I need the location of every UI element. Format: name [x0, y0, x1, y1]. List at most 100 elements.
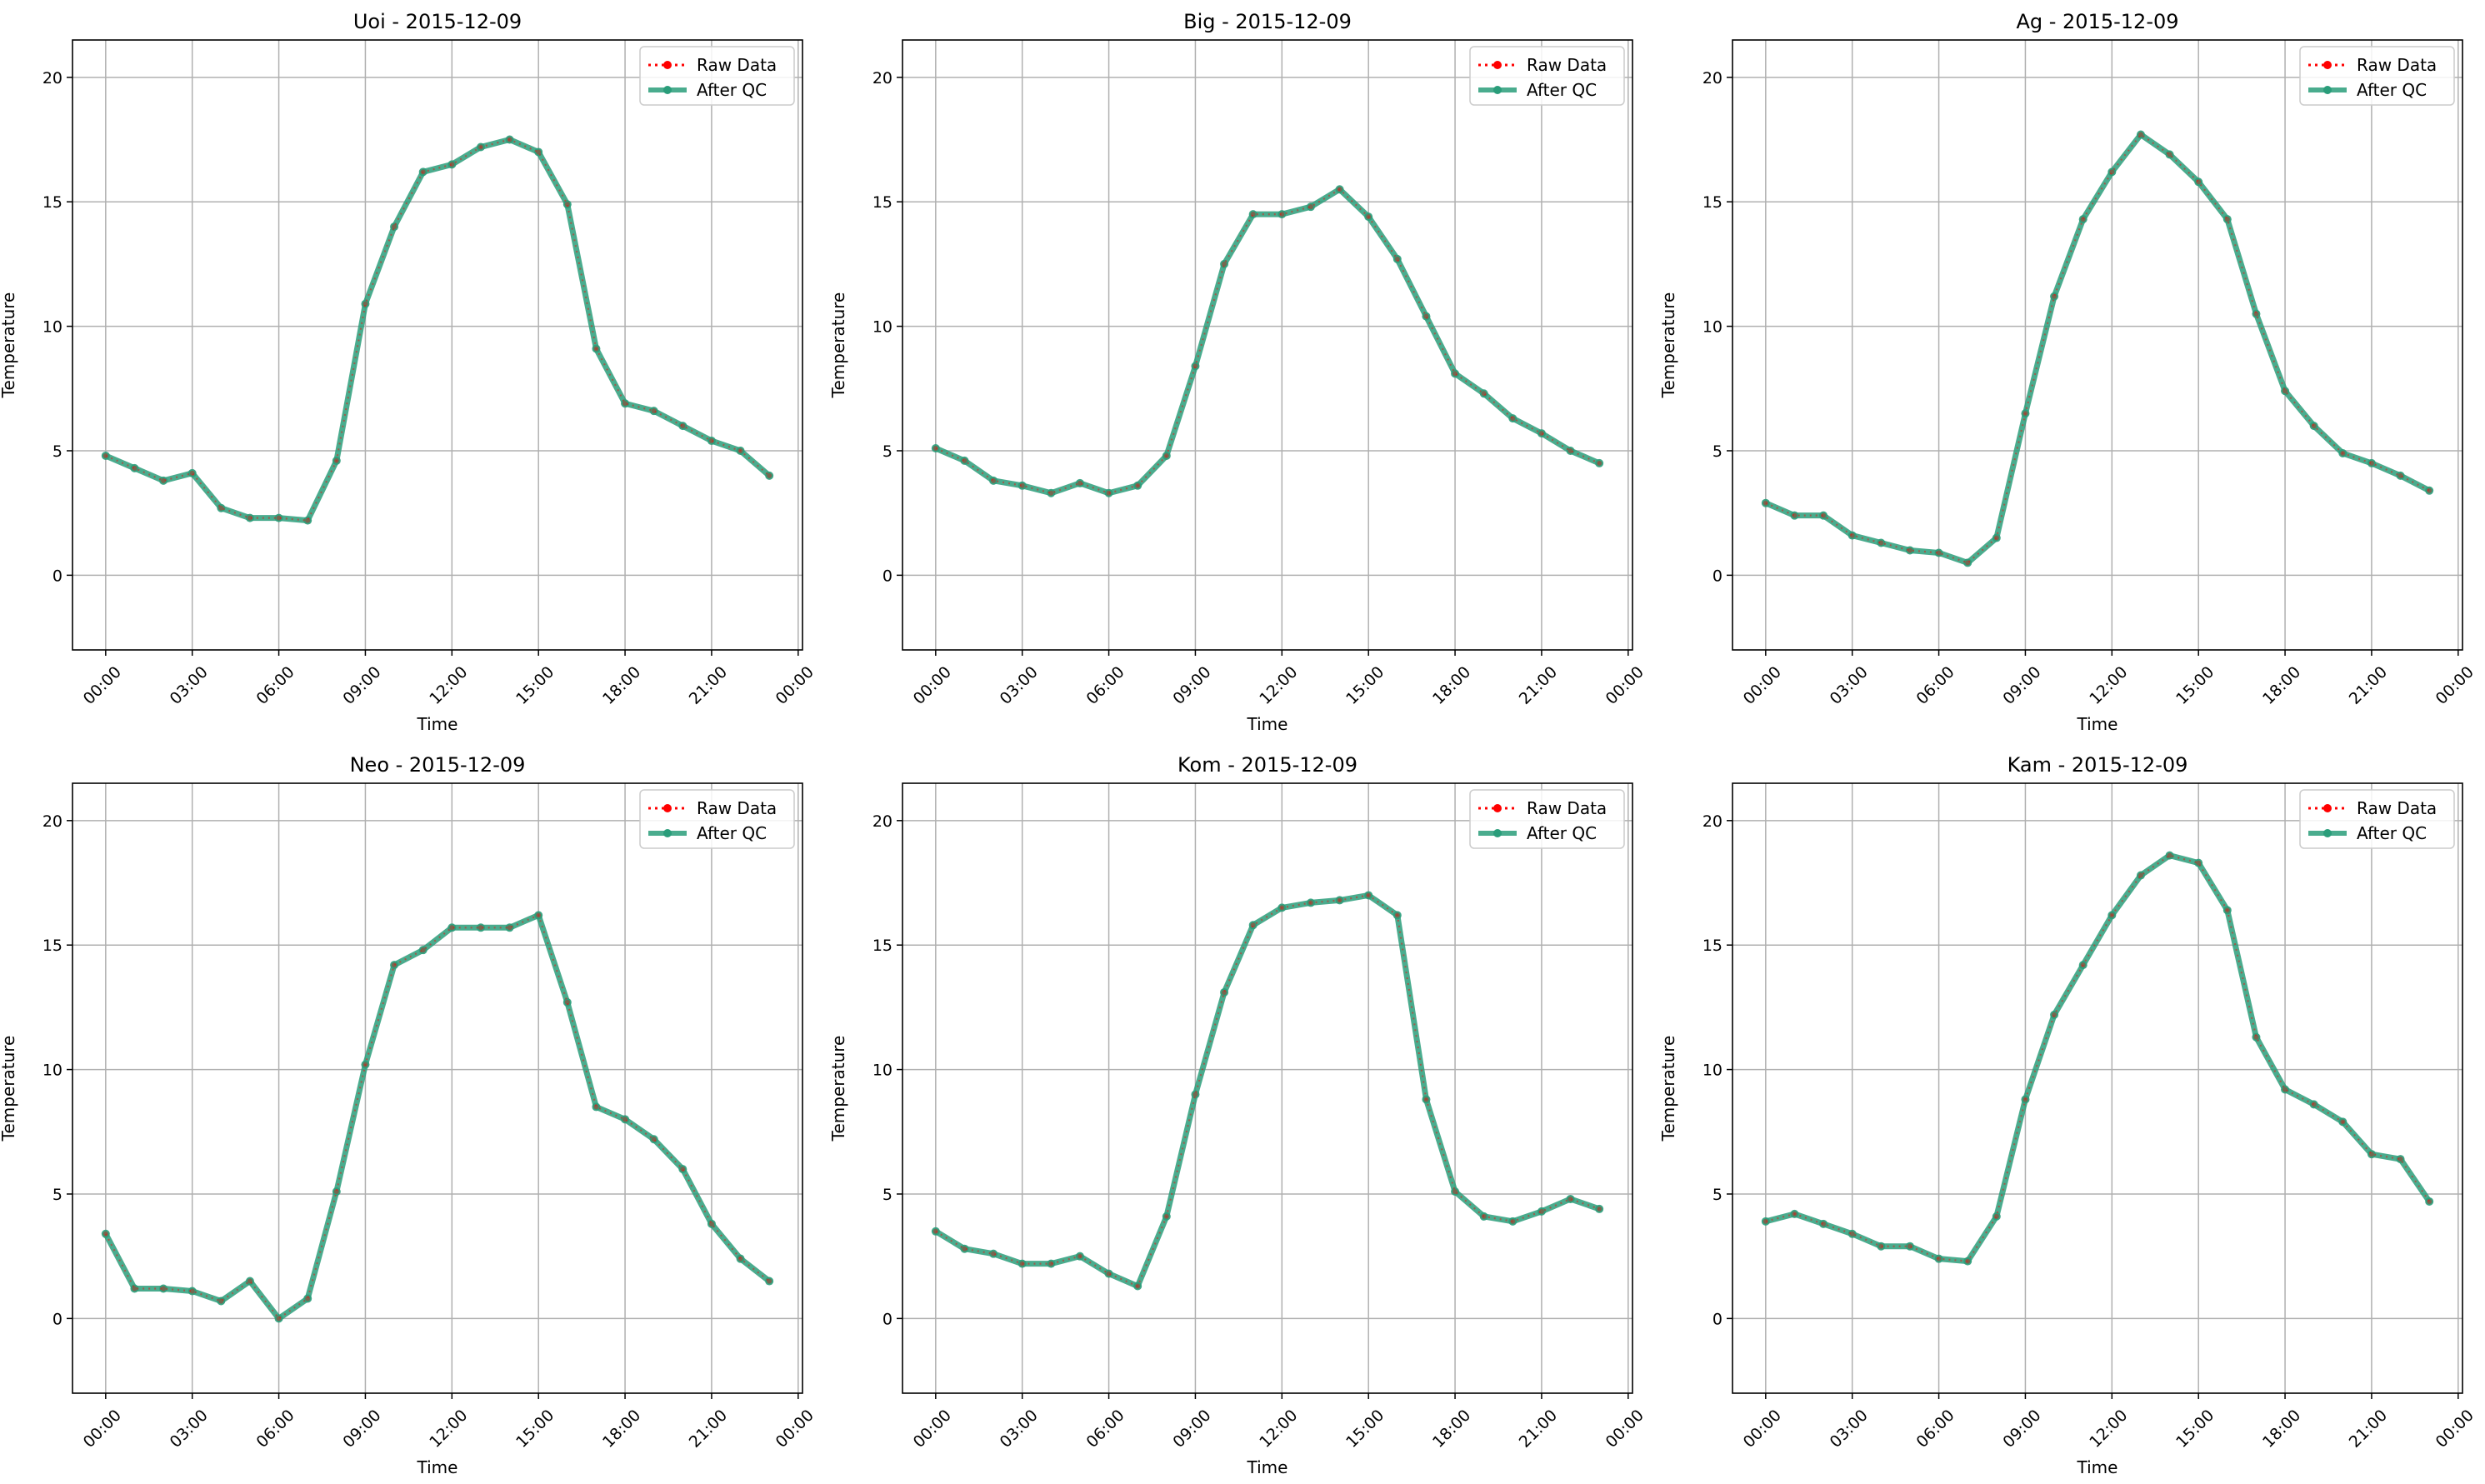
- axes-frame: [1732, 39, 2463, 651]
- data-point-after-qc: [2222, 906, 2232, 915]
- data-point-raw: [1849, 532, 1855, 538]
- data-point-after-qc: [188, 1287, 197, 1296]
- data-point-raw: [708, 1221, 714, 1227]
- axes-frame: [72, 782, 803, 1394]
- data-point-raw: [536, 912, 542, 918]
- x-axis-label: Time: [417, 1457, 458, 1477]
- data-point-after-qc: [707, 1219, 716, 1228]
- y-axis-label: Temperature: [828, 1036, 848, 1142]
- data-point-after-qc: [2367, 1150, 2376, 1159]
- data-point-raw: [680, 1167, 686, 1172]
- data-point-raw: [1538, 1208, 1544, 1214]
- data-point-raw: [305, 1296, 311, 1302]
- data-point-raw: [1077, 480, 1082, 486]
- legend-label-after-qc: After QC: [697, 823, 767, 843]
- data-point-raw: [2427, 1198, 2432, 1204]
- data-point-raw: [2253, 311, 2259, 317]
- data-point-raw: [1936, 550, 1942, 556]
- data-point-raw: [362, 301, 368, 307]
- y-axis-label: Temperature: [1658, 292, 1678, 399]
- data-point-after-qc: [1877, 1242, 1886, 1251]
- data-point-raw: [1792, 1211, 1798, 1217]
- series-line-raw: [1765, 854, 2431, 1262]
- data-point-after-qc: [1595, 458, 1604, 467]
- data-point-after-qc: [2078, 961, 2088, 970]
- data-point-raw: [1936, 1256, 1942, 1262]
- data-point-after-qc: [2165, 150, 2174, 159]
- y-tick-label: 10: [872, 318, 892, 337]
- y-axis-label: Temperature: [0, 292, 18, 399]
- data-point-after-qc: [1191, 1090, 1200, 1099]
- x-tick-label: 15:00: [512, 663, 558, 708]
- data-point-raw: [2398, 1157, 2403, 1162]
- legend-label-raw: Raw Data: [1527, 55, 1607, 75]
- x-tick-label: 00:00: [772, 1407, 818, 1452]
- data-point-after-qc: [274, 1314, 283, 1323]
- data-point-after-qc: [1877, 538, 1886, 547]
- legend: Raw Data After QC: [639, 46, 795, 106]
- legend: Raw Data After QC: [1469, 789, 1625, 849]
- x-tick-label: 09:00: [1169, 1407, 1214, 1452]
- x-axis-label: Time: [1247, 714, 1288, 734]
- x-tick-label: 09:00: [1169, 663, 1214, 708]
- y-axis-label: Temperature: [1658, 1036, 1678, 1142]
- legend-marker-raw: [1493, 61, 1502, 69]
- data-point-after-qc: [2309, 422, 2318, 431]
- data-point-raw: [1538, 431, 1544, 437]
- data-point-raw: [680, 423, 686, 429]
- legend-marker-after-qc: [1493, 86, 1502, 94]
- data-point-after-qc: [989, 1249, 998, 1258]
- data-point-after-qc: [1479, 1212, 1488, 1221]
- data-point-after-qc: [989, 476, 998, 485]
- data-point-after-qc: [361, 299, 370, 308]
- x-tick-label: 00:00: [80, 1407, 125, 1452]
- data-point-after-qc: [2281, 1085, 2290, 1094]
- x-tick-label: 09:00: [1999, 663, 2044, 708]
- data-point-after-qc: [1595, 1204, 1604, 1213]
- data-point-after-qc: [245, 513, 254, 522]
- data-point-after-qc: [960, 1244, 969, 1253]
- data-point-after-qc: [1761, 1217, 1770, 1226]
- y-tick-label: 5: [52, 1186, 62, 1204]
- x-axis-label: Time: [2077, 1457, 2118, 1477]
- data-point-raw: [1192, 363, 1198, 369]
- data-point-after-qc: [1819, 1219, 1828, 1228]
- data-point-after-qc: [1790, 1209, 1799, 1218]
- data-point-after-qc: [1162, 1212, 1171, 1221]
- data-point-raw: [1192, 1092, 1198, 1097]
- y-tick-label: 0: [1712, 1310, 1722, 1328]
- chart-title: Big - 2015-12-09: [1183, 10, 1352, 33]
- x-tick-label: 03:00: [1827, 663, 1872, 708]
- x-tick-label: 18:00: [1429, 663, 1474, 708]
- x-tick-label: 12:00: [2086, 1407, 2131, 1452]
- data-point-after-qc: [1761, 498, 1770, 507]
- data-point-after-qc: [448, 160, 457, 169]
- data-point-raw: [2368, 460, 2374, 466]
- data-point-raw: [1597, 1206, 1602, 1212]
- data-point-raw: [2196, 860, 2202, 866]
- data-point-raw: [991, 477, 997, 483]
- data-point-raw: [276, 1316, 282, 1322]
- data-point-after-qc: [2396, 471, 2405, 480]
- data-point-raw: [276, 515, 282, 521]
- series-line-raw: [104, 913, 770, 1320]
- data-point-after-qc: [1104, 1269, 1113, 1278]
- data-point-after-qc: [1537, 1207, 1546, 1216]
- x-tick-label: 12:00: [426, 663, 471, 708]
- data-point-after-qc: [2425, 486, 2434, 495]
- data-point-raw: [2196, 179, 2202, 185]
- x-tick-label: 06:00: [252, 1407, 298, 1452]
- data-point-after-qc: [2021, 1095, 2030, 1104]
- data-point-raw: [1337, 187, 1342, 192]
- legend-label-after-qc: After QC: [697, 80, 767, 100]
- data-point-after-qc: [1905, 546, 1914, 555]
- x-tick-label: 00:00: [1602, 663, 1648, 708]
- data-point-after-qc: [1392, 911, 1402, 920]
- y-tick-label: 10: [42, 1062, 62, 1080]
- data-point-after-qc: [1934, 548, 1943, 557]
- data-point-raw: [478, 144, 483, 150]
- legend: Raw Data After QC: [2299, 46, 2455, 106]
- data-point-raw: [1481, 1213, 1487, 1219]
- x-tick-label: 21:00: [2346, 663, 2391, 708]
